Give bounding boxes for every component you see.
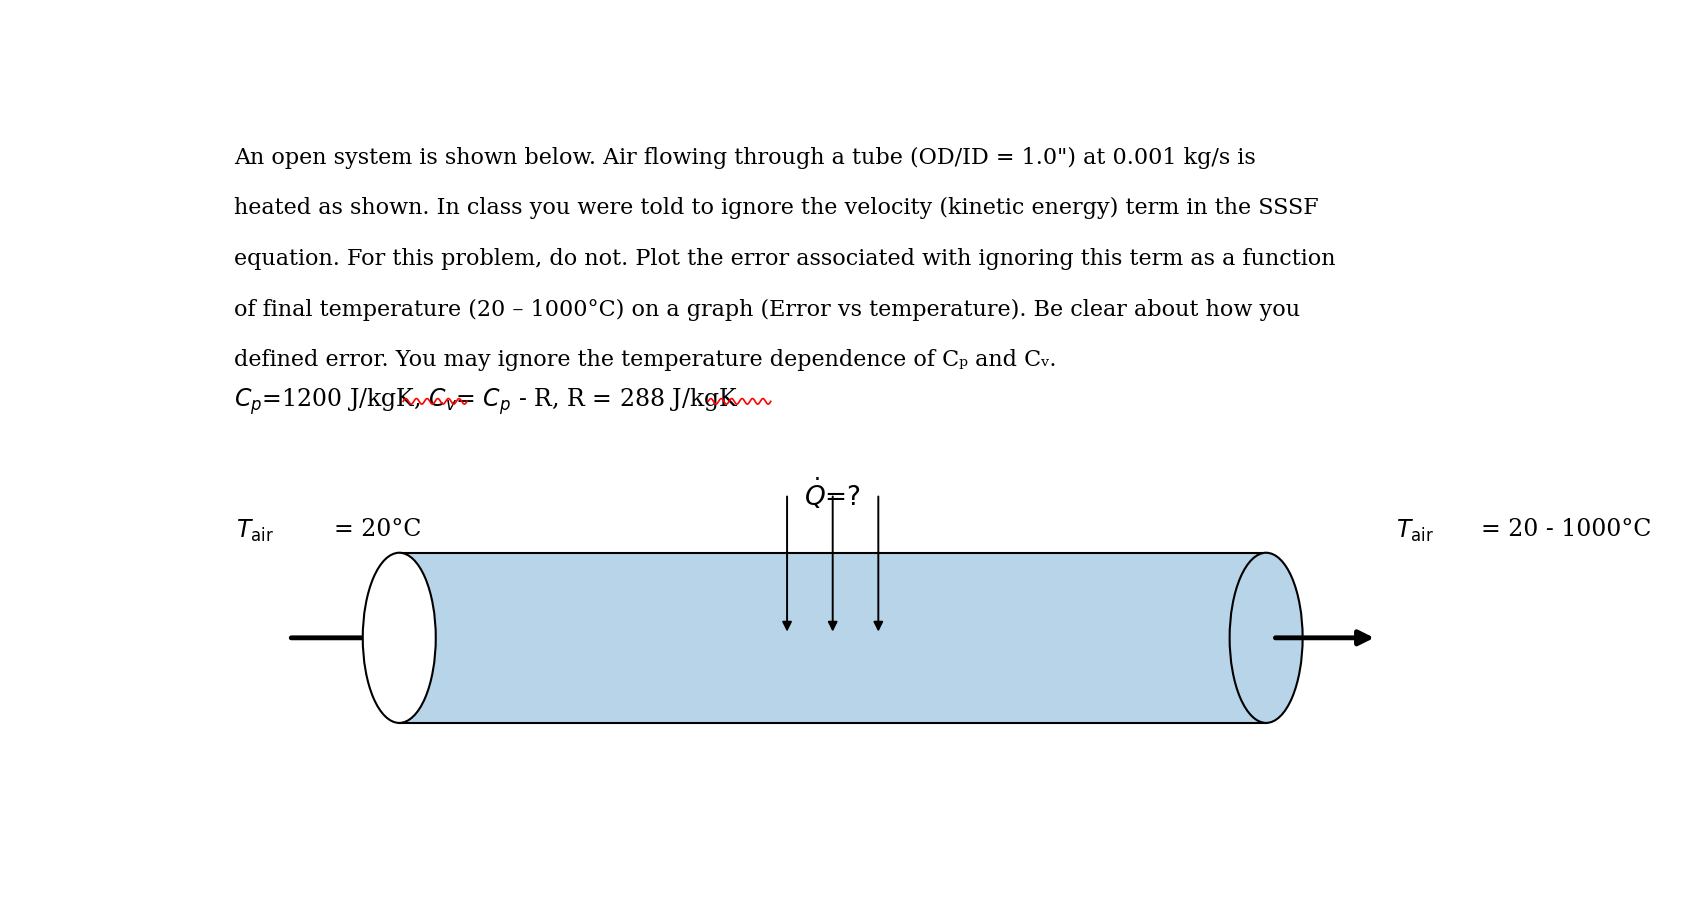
Text: $T_{\mathrm{air}}$: $T_{\mathrm{air}}$ — [1396, 518, 1435, 544]
Text: $T_{\mathrm{air}}$: $T_{\mathrm{air}}$ — [235, 518, 274, 544]
Ellipse shape — [363, 553, 436, 723]
Text: $\dot{Q}$=?: $\dot{Q}$=? — [804, 476, 861, 511]
Text: of final temperature (20 – 1000°C) on a graph (Error vs temperature). Be clear a: of final temperature (20 – 1000°C) on a … — [234, 299, 1300, 320]
Text: = 20°C: = 20°C — [335, 518, 422, 541]
Text: equation. For this problem, do not. Plot the error associated with ignoring this: equation. For this problem, do not. Plot… — [234, 248, 1336, 270]
Text: = 20 - 1000°C: = 20 - 1000°C — [1482, 518, 1652, 541]
Text: $C_p$=1200 J/kgK, $C_v$= $C_p$ - R, R = 288 J/kgK: $C_p$=1200 J/kgK, $C_v$= $C_p$ - R, R = … — [234, 386, 738, 417]
Text: heated as shown. In class you were told to ignore the velocity (kinetic energy) : heated as shown. In class you were told … — [234, 198, 1319, 219]
Ellipse shape — [1230, 553, 1302, 723]
Text: defined error. You may ignore the temperature dependence of Cₚ and Cᵥ.: defined error. You may ignore the temper… — [234, 349, 1056, 372]
Text: An open system is shown below. Air flowing through a tube (OD/ID = 1.0") at 0.00: An open system is shown below. Air flowi… — [234, 146, 1255, 169]
Bar — [399, 553, 1267, 723]
